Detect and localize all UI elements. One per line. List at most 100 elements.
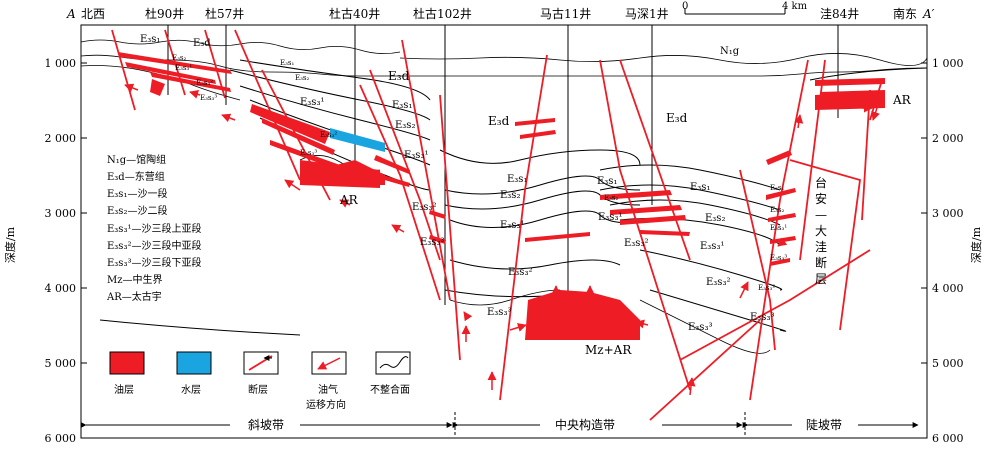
section-end-right-dir: 南东 (893, 6, 917, 21)
legend-entry: Mz—中生界 (107, 273, 163, 286)
layer-label: E₃s₃¹ (404, 150, 428, 161)
zone-label: 陡坡带 (806, 418, 842, 432)
layer-label: E₃d (666, 111, 688, 125)
layer-label: E₃s₁ (140, 34, 160, 45)
layer-label: E₃s₃³ (300, 149, 317, 157)
layer-label: E₃s₃¹ (700, 241, 724, 252)
layer-label: E₃s₃³ (200, 94, 217, 102)
section-end-left: A (66, 7, 76, 21)
fault-name-char: 层 (815, 272, 827, 286)
layer-label: E₃s₃¹ (300, 97, 324, 108)
legend-text: N₁g—馆陶组 E₃d—东营组 E₃s₁—沙一段 E₃s₂—沙二段 E₃s₃¹—… (106, 153, 201, 303)
layer-label: E₃s₃¹ (175, 64, 192, 72)
migration-arrow-icon (317, 357, 341, 370)
depth-tick-label: 6 000 (932, 432, 964, 445)
depth-tick-label: 6 000 (45, 432, 77, 445)
layer-label: E₃s₃¹ (598, 212, 622, 223)
legend-label: 断层 (248, 383, 268, 396)
layer-label: E₃s₂ (395, 120, 415, 131)
unconformity-symbol-icon (379, 356, 409, 369)
fault-name: 台 安 — 大 洼 断 层 (815, 175, 827, 286)
basement-label: AR (892, 93, 912, 107)
legend-entry: E₃s₃³—沙三段下亚段 (107, 256, 201, 269)
legend-swatch-oil (109, 351, 145, 375)
layer-labels: N₁g E₃s₁ E₃d E₃s₂ E₃s₃¹ E₃s₃² E₃s₃³ E₃s₁… (140, 34, 912, 357)
legend-entry: E₃d—东营组 (107, 170, 165, 183)
fault-name-char: — (815, 208, 827, 222)
well-label: 杜古40井 (329, 6, 380, 21)
section-end-left-dir: 北西 (81, 7, 105, 21)
legend-entry: E₃s₁—沙一段 (107, 187, 167, 200)
well-label: 洼84井 (820, 7, 859, 21)
layer-label: E₃s₃¹ (770, 224, 787, 232)
layer-label: E₃s₁ (507, 174, 527, 185)
layer-label: E₃s₃² (624, 238, 648, 249)
legend-label: 油气 (318, 383, 338, 396)
fault-name-char: 台 (815, 175, 827, 190)
layer-label: E₃s₁ (597, 176, 617, 187)
section-frame (80, 24, 928, 439)
layer-label: E₃s₂ (604, 194, 619, 202)
layer-label: E₃s₂ (500, 190, 520, 201)
layer-label: E₃d (488, 114, 510, 128)
well-label: 杜57井 (205, 6, 244, 21)
layer-label: E₃s₃² (706, 277, 730, 288)
fault-lines (111, 29, 883, 421)
layer-label: E₃s₁ (770, 184, 785, 192)
layer-label: E₃s₁ (690, 182, 710, 193)
depth-tick-label: 5 000 (932, 357, 964, 370)
fault-name-char: 洼 (815, 240, 827, 254)
unconformity-lines (80, 39, 928, 101)
legend-swatch-water (176, 351, 212, 375)
basement-label: AR (339, 193, 359, 207)
layer-label: E₃s₃³ (750, 312, 774, 323)
layer-label: E₃s₃² (412, 202, 436, 213)
depth-ticks-left (81, 62, 87, 439)
layer-label: N₁g (720, 46, 740, 57)
layer-label: E₃s₁ (280, 59, 295, 67)
scale-end: 4 km (782, 1, 808, 12)
legend-swatch-unconformity (375, 351, 411, 375)
legend-entry: E₃s₃¹—沙三段上亚段 (107, 222, 201, 235)
fault-name-char: 断 (815, 255, 827, 270)
legend-entry: E₃s₂—沙二段 (107, 204, 167, 217)
layer-label: E₃s₃² (196, 79, 213, 87)
layer-label: E₃s₃³ (770, 254, 787, 262)
basement-label: Mz+AR (585, 343, 632, 357)
depth-tick-label: 3 000 (45, 207, 77, 220)
depth-axis-label-left: 深度/m (3, 226, 17, 263)
layer-label: E₃s₃¹ (500, 220, 524, 231)
depth-tick-label: 2 000 (932, 132, 964, 145)
depth-ticks-right (921, 62, 927, 439)
legend-entry: E₃s₃²—沙三段中亚段 (107, 239, 201, 252)
well-label: 杜90井 (145, 6, 184, 21)
depth-tick-label: 1 000 (932, 57, 964, 70)
depth-tick-label: 5 000 (45, 357, 77, 370)
legend-entry: AR—太古宇 (106, 290, 162, 303)
zone-bar (80, 412, 919, 436)
layer-label: E₃d (193, 38, 211, 49)
legend-label: 不整合面 (370, 383, 410, 396)
water-layer (330, 128, 385, 152)
zone-label: 中央构造带 (555, 417, 615, 432)
layer-label: E₃s₂ (172, 54, 187, 62)
horizon-lines (99, 59, 928, 336)
layer-label: E₃s₃² (320, 131, 337, 139)
migration-arrows (124, 83, 880, 396)
fault-name-char: 大 (815, 224, 827, 238)
fault-name-char: 安 (815, 191, 827, 206)
layer-label: E₃s₁ (392, 100, 412, 111)
legend-label: 运移方向 (306, 398, 346, 411)
depth-tick-label: 1 000 (45, 57, 77, 70)
layer-label: E₃s₂ (770, 206, 785, 214)
depth-tick-label: 4 000 (932, 282, 964, 295)
layer-label: E₃s₂ (705, 213, 725, 224)
depth-tick-label: 4 000 (45, 282, 77, 295)
well-label: 杜古102井 (413, 6, 472, 21)
depth-tick-label: 3 000 (932, 207, 964, 220)
layer-label: E₃d (388, 69, 410, 83)
layer-label: E₃s₃² (758, 284, 775, 292)
legend-label: 水层 (181, 384, 201, 396)
layer-label: E₃s₃³ (688, 322, 712, 333)
